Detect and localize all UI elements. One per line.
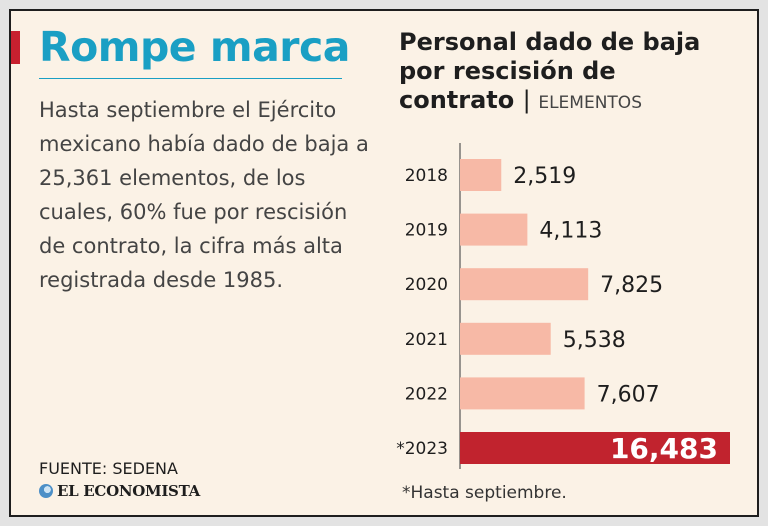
accent-bar	[11, 31, 20, 64]
bar-chart: 2018 2,519 2019 4,113 2020 7,825 2021 5,538 2022…	[396, 143, 730, 469]
body-text: Hasta septiembre el Ejército mexicano ha…	[39, 98, 369, 292]
category-label: 2022	[405, 384, 448, 404]
category-label: 2018	[405, 166, 448, 186]
publisher-logo: EL ECONOMISTA	[39, 481, 200, 501]
source-credit: FUENTE: SEDENA	[39, 459, 178, 478]
chart-title: Personal dado de baja por rescisión de c…	[399, 28, 701, 114]
category-label: *2023	[396, 439, 448, 459]
bar-2020	[460, 268, 589, 301]
value-label: 7,607	[597, 382, 660, 407]
bar-2018	[460, 159, 502, 191]
value-label: 2,519	[513, 164, 576, 189]
globe-icon	[39, 484, 53, 498]
headline: Rompe marca	[39, 23, 350, 71]
publisher-name: EL ECONOMISTA	[57, 482, 200, 500]
category-label: 2021	[405, 330, 448, 350]
category-label: 2019	[405, 221, 448, 241]
category-label: 2020	[405, 275, 448, 295]
value-label: 4,113	[539, 219, 602, 244]
value-label: 7,825	[600, 273, 663, 298]
bar-p2023	[460, 432, 730, 464]
headline-divider	[39, 78, 342, 79]
bar-2022	[460, 377, 585, 410]
footnote: *Hasta septiembre.	[402, 483, 567, 503]
bar-2019	[460, 213, 528, 246]
value-label: 5,538	[563, 328, 626, 353]
bar-2021	[460, 322, 551, 355]
value-label: 16,483	[610, 432, 718, 465]
title-separator: |	[522, 86, 539, 114]
infographic-frame: Rompe marca Hasta septiembre el Ejército…	[9, 9, 759, 517]
chart-title-block: Personal dado de baja por rescisión de c…	[399, 28, 739, 118]
chart-unit: ELEMENTOS	[538, 93, 642, 113]
